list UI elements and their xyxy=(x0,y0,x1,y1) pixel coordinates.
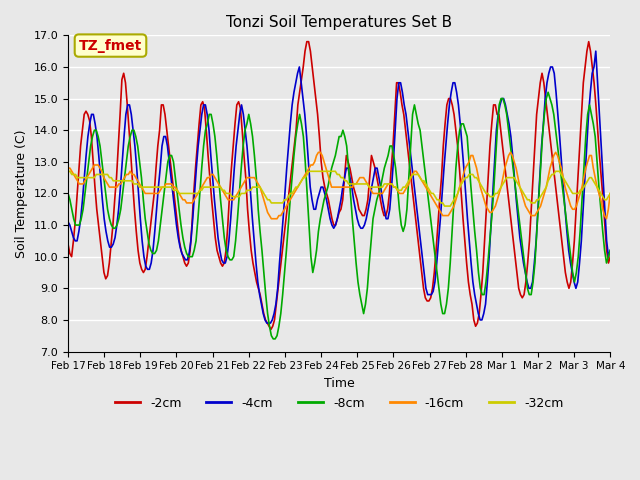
Title: Tonzi Soil Temperatures Set B: Tonzi Soil Temperatures Set B xyxy=(226,15,452,30)
Text: TZ_fmet: TZ_fmet xyxy=(79,38,142,53)
X-axis label: Time: Time xyxy=(324,377,355,390)
Legend: -2cm, -4cm, -8cm, -16cm, -32cm: -2cm, -4cm, -8cm, -16cm, -32cm xyxy=(110,392,568,415)
Y-axis label: Soil Temperature (C): Soil Temperature (C) xyxy=(15,129,28,258)
